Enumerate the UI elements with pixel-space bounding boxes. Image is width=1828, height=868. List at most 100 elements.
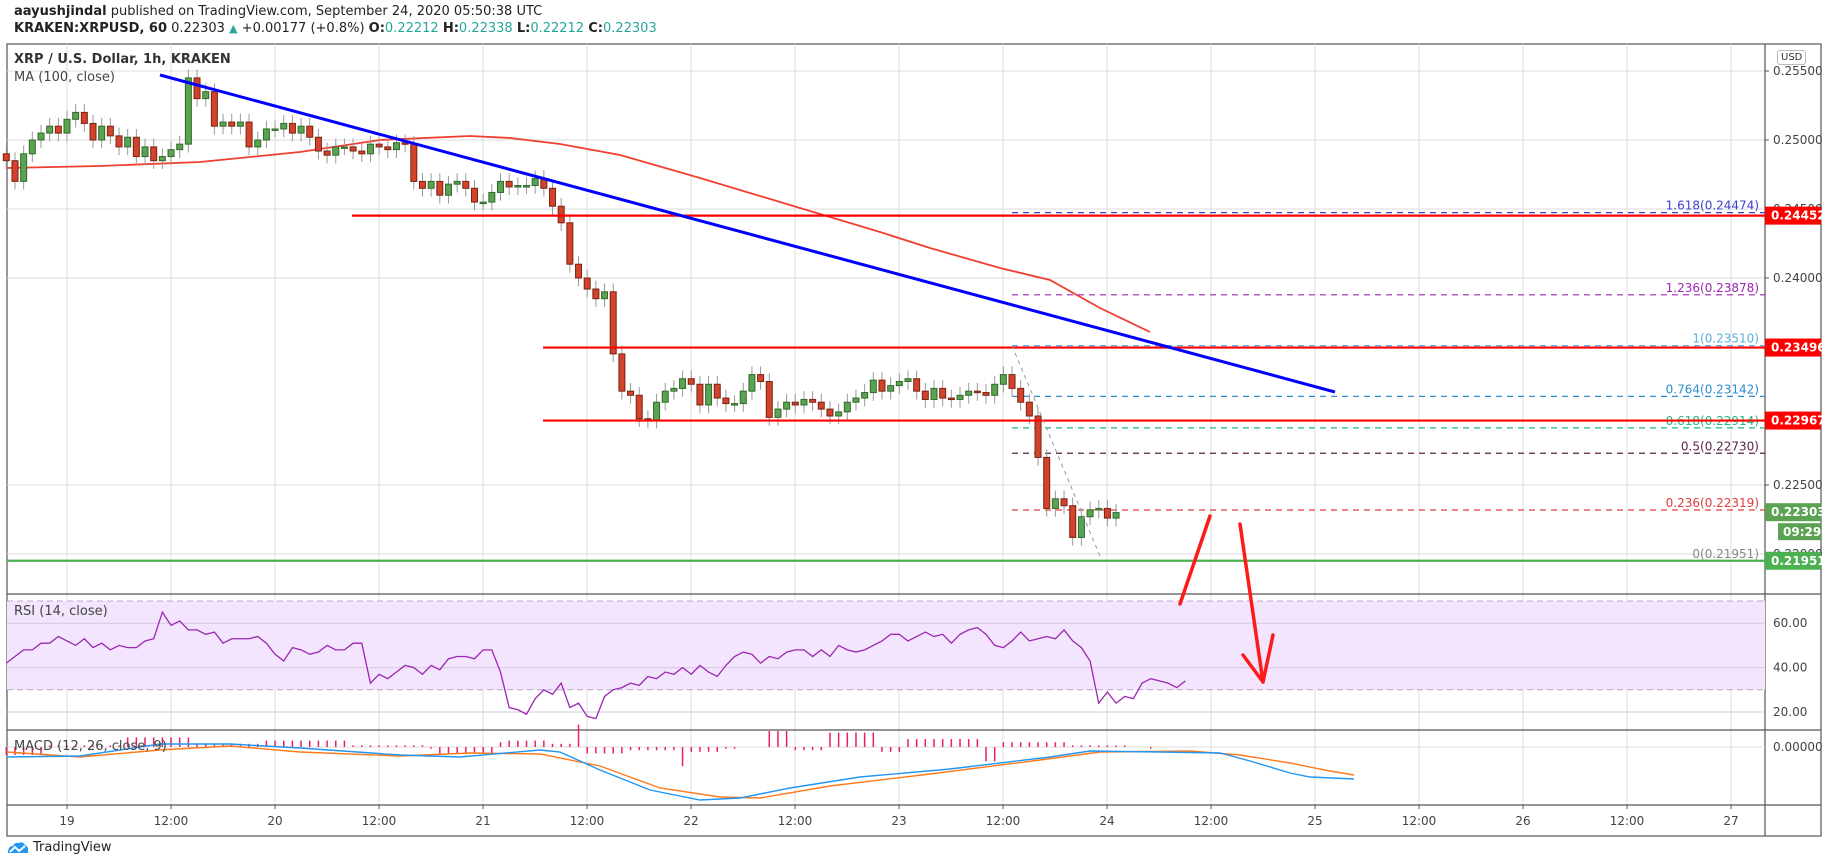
price-label-box	[1765, 206, 1821, 225]
candle	[592, 288, 600, 300]
candle	[46, 125, 54, 134]
candle	[999, 374, 1007, 385]
candle	[20, 153, 28, 182]
candle	[722, 397, 730, 405]
currency-button[interactable]: USD	[1777, 50, 1807, 65]
candle	[37, 132, 45, 141]
candle	[332, 146, 340, 156]
candle	[531, 178, 539, 187]
candle	[774, 408, 782, 418]
ma-100-line	[6, 135, 1151, 333]
price-tick: 0.25000	[1773, 133, 1823, 147]
candle	[514, 185, 522, 188]
candle	[106, 125, 114, 137]
rsi-line	[5, 610, 1186, 720]
candle	[488, 191, 496, 203]
candle	[627, 390, 635, 396]
projection-down-arrow	[1238, 522, 1265, 684]
candle	[288, 122, 296, 134]
candle	[219, 121, 227, 127]
candle	[1008, 374, 1016, 389]
macd-legend[interactable]: MACD (12, 26, close, 9)	[14, 739, 167, 754]
price-label: 0.23496	[1771, 341, 1826, 355]
candle	[462, 180, 470, 189]
candle	[748, 374, 756, 392]
fib-level-label: 0(0.21951)	[1692, 547, 1759, 561]
arrowhead-icon	[1241, 633, 1275, 684]
candle	[757, 374, 765, 383]
candle	[800, 398, 808, 406]
candle	[852, 397, 860, 403]
candle	[202, 91, 210, 100]
candle	[11, 160, 19, 182]
price-label: 0.21951	[1771, 554, 1826, 568]
symbol-info: KRAKEN:XRPUSD, 60 0.22303 ▲ +0.00177 (+0…	[14, 21, 657, 36]
candle	[80, 111, 88, 124]
rsi-tick: 20.00	[1773, 705, 1807, 719]
fib-level-label: 0.764(0.23142)	[1666, 382, 1759, 396]
candle	[887, 385, 895, 392]
tradingview-logo[interactable]: TradingView	[7, 840, 112, 855]
time-tick: 12:00	[1610, 814, 1645, 828]
time-tick: 25	[1307, 814, 1322, 828]
candle	[1025, 401, 1033, 417]
candle	[158, 156, 166, 162]
candle	[115, 135, 123, 148]
candle	[453, 180, 461, 185]
candle	[653, 401, 661, 421]
candle	[965, 390, 973, 396]
candle	[254, 139, 262, 148]
rsi-band	[7, 601, 1765, 690]
countdown-label: 09:29	[1783, 525, 1821, 539]
candle	[210, 91, 218, 127]
candle	[1095, 507, 1103, 511]
time-tick: 12:00	[362, 814, 397, 828]
ma-legend[interactable]: MA (100, close)	[14, 70, 115, 85]
low-value: 0.22212	[530, 21, 585, 36]
time-tick: 12:00	[778, 814, 813, 828]
candle	[705, 383, 713, 406]
candle	[843, 401, 851, 413]
time-tick: 12:00	[1402, 814, 1437, 828]
candle	[150, 146, 158, 162]
candle	[497, 180, 504, 193]
close-value: 0.22303	[602, 21, 657, 36]
candle	[314, 136, 322, 152]
up-arrow-icon: ▲	[229, 22, 238, 35]
candle	[947, 397, 955, 401]
candle	[661, 390, 669, 403]
candle	[791, 401, 799, 406]
candle	[418, 180, 426, 189]
price-change: +0.00177 (+0.8%)	[241, 21, 365, 36]
candle	[280, 122, 288, 130]
open-label: O:	[368, 21, 385, 36]
time-tick: 12:00	[986, 814, 1021, 828]
price-label: 0.22967	[1771, 414, 1826, 428]
macd-tick: 0.00000	[1773, 740, 1823, 754]
candle	[817, 401, 825, 410]
time-tick: 12:00	[1194, 814, 1229, 828]
fib-level-label: 1.236(0.23878)	[1666, 281, 1759, 295]
candle	[826, 408, 834, 417]
time-tick: 27	[1723, 814, 1738, 828]
candle	[557, 205, 565, 224]
candle	[973, 390, 981, 394]
price-label-box	[1765, 551, 1821, 570]
countdown-box	[1778, 523, 1821, 541]
candle	[427, 180, 435, 189]
candle	[184, 77, 192, 145]
candle	[323, 150, 331, 156]
candle	[861, 392, 869, 399]
high-value: 0.22338	[458, 21, 513, 36]
candle	[549, 187, 557, 207]
last-price: 0.22303	[171, 21, 225, 36]
price-tick: 0.22500	[1773, 478, 1823, 492]
candle	[601, 291, 609, 300]
candle	[2, 153, 10, 162]
candle	[991, 383, 999, 396]
rsi-legend[interactable]: RSI (14, close)	[14, 604, 108, 619]
candle	[72, 111, 80, 120]
time-tick: 22	[683, 814, 698, 828]
candle	[384, 146, 392, 151]
